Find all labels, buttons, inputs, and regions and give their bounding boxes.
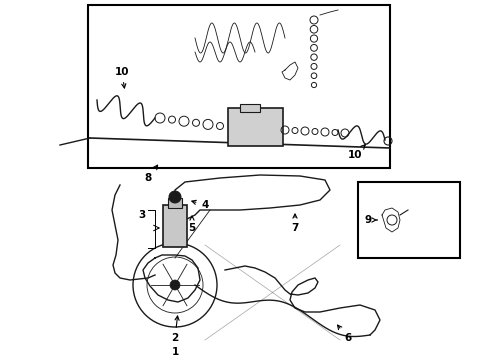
Text: 7: 7 (292, 214, 299, 233)
Text: 8: 8 (145, 165, 158, 183)
Text: 3: 3 (138, 210, 145, 220)
Text: 2: 2 (172, 316, 179, 343)
Bar (358, 182, 460, 258)
Bar (88, 5, 390, 168)
Bar (168, 198, 182, 208)
Text: 5: 5 (188, 216, 196, 233)
Circle shape (170, 280, 180, 290)
Bar (240, 104, 260, 112)
Text: 4: 4 (192, 200, 209, 210)
Text: 6: 6 (338, 325, 352, 343)
Bar (163, 205, 187, 247)
Bar (228, 108, 283, 146)
Text: 10: 10 (348, 145, 365, 160)
Text: 9: 9 (365, 215, 377, 225)
Circle shape (169, 191, 181, 203)
Text: 1: 1 (172, 347, 179, 357)
Text: 10: 10 (115, 67, 129, 88)
